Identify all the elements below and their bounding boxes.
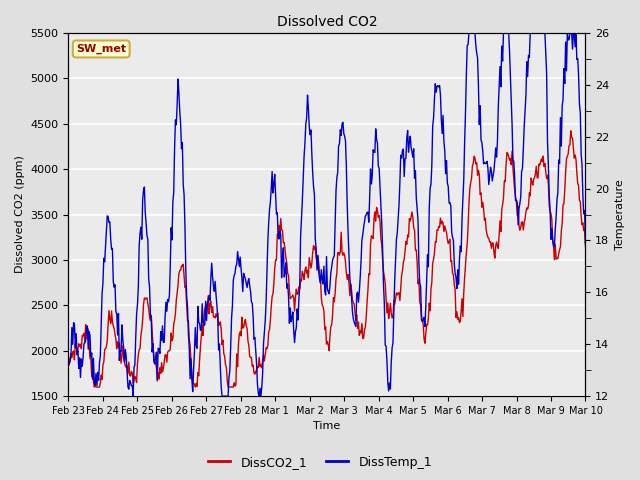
X-axis label: Time: Time (314, 421, 340, 432)
DissCO2_1 (198, 322, 206, 328)
DissCO2_1 (567, 128, 575, 134)
DissCO2_1 (65, 355, 72, 360)
DissCO2_1 (455, 315, 463, 321)
DissTemp_1 (582, 240, 589, 246)
DissCO2_1 (370, 216, 378, 221)
DissCO2_1 (411, 227, 419, 233)
Line: DissTemp_1: DissTemp_1 (68, 33, 586, 396)
DissTemp_1 (411, 175, 419, 181)
DissCO2_1 (300, 272, 307, 277)
DissTemp_1 (370, 149, 378, 155)
Y-axis label: Dissolved CO2 (ppm): Dissolved CO2 (ppm) (15, 156, 25, 274)
DissTemp_1 (198, 326, 205, 332)
Legend: DissCO2_1, DissTemp_1: DissCO2_1, DissTemp_1 (203, 451, 437, 474)
DissTemp_1 (218, 393, 226, 399)
DissTemp_1 (465, 30, 473, 36)
Text: SW_met: SW_met (76, 44, 126, 54)
DissTemp_1 (156, 350, 164, 356)
DissCO2_1 (90, 384, 98, 390)
DissCO2_1 (582, 244, 589, 250)
DissTemp_1 (65, 360, 72, 365)
Line: DissCO2_1: DissCO2_1 (68, 131, 586, 387)
Y-axis label: Temperature: Temperature (615, 179, 625, 250)
DissTemp_1 (455, 281, 463, 287)
Title: Dissolved CO2: Dissolved CO2 (276, 15, 377, 29)
DissCO2_1 (157, 371, 164, 376)
DissTemp_1 (300, 176, 307, 181)
